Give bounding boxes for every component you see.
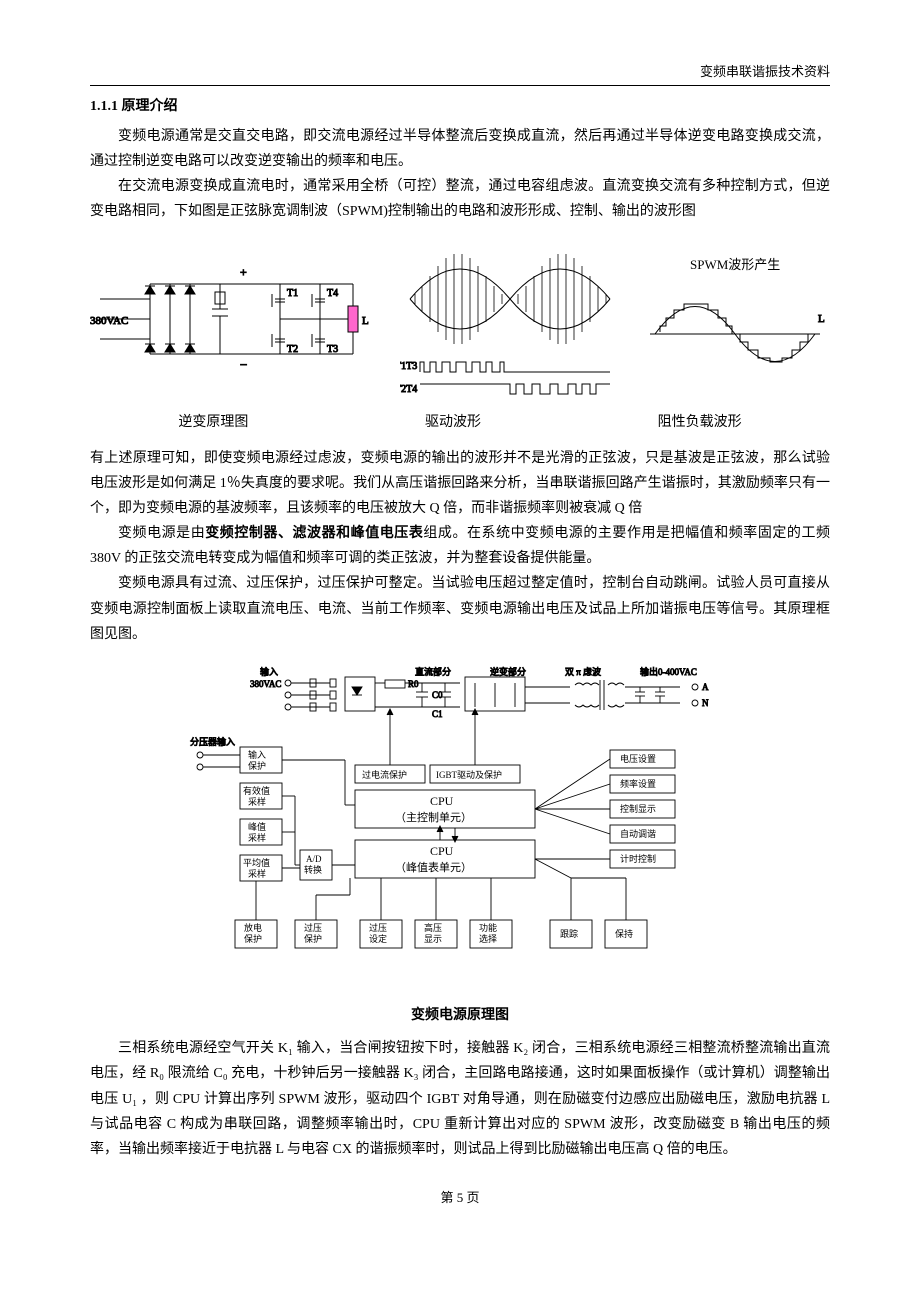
svg-text:CPU: CPU	[430, 794, 454, 808]
svg-text:（主控制单元）: （主控制单元）	[395, 810, 472, 824]
svg-text:过压设定: 过压设定	[369, 922, 387, 944]
svg-text:直流部分: 直流部分	[415, 666, 451, 677]
svg-text:T2: T2	[287, 344, 298, 355]
caption-load: 阻性负载波形	[658, 410, 742, 435]
svg-text:输入保护: 输入保护	[248, 749, 266, 771]
svg-text:L: L	[362, 315, 369, 327]
figure-2-title: 变频电源原理图	[90, 1003, 830, 1028]
page-header: 变频串联谐振技术资料	[90, 60, 830, 86]
svg-text:保持: 保持	[615, 928, 633, 939]
svg-text:A: A	[702, 682, 709, 692]
svg-text:分压器输入: 分压器输入	[190, 736, 235, 747]
spwm-waveform: T1T3 T2T4	[400, 244, 620, 404]
svg-text:计时控制: 计时控制	[620, 853, 656, 864]
svg-text:双 π 虑波: 双 π 虑波	[565, 666, 601, 677]
svg-text:T1T3: T1T3	[400, 361, 417, 372]
para-5: 变频电源具有过流、过压保护，过压保护可整定。当试验电压超过整定值时，控制台自动跳…	[90, 571, 830, 647]
svg-text:C1: C1	[432, 709, 443, 719]
svg-text:T2T4: T2T4	[400, 384, 417, 395]
svg-text:跟踪: 跟踪	[560, 928, 578, 939]
svg-text:IGBT驱动及保护: IGBT驱动及保护	[436, 769, 502, 780]
caption-inverter: 逆变原理图	[178, 410, 248, 435]
para-2: 在交流电源变换成直流电时，通常采用全桥（可控）整流，通过电容组虑波。直流变换交流…	[90, 174, 830, 224]
svg-text:T1: T1	[287, 288, 298, 299]
svg-text:频率设置: 频率设置	[620, 778, 656, 789]
section-title: 1.1.1 原理介绍	[90, 94, 830, 119]
svg-text:+: +	[240, 265, 247, 279]
svg-text:L: L	[818, 313, 825, 325]
svg-text:控制显示: 控制显示	[620, 803, 656, 814]
svg-text:峰值采样: 峰值采样	[248, 821, 266, 843]
page-number: 第 5 页	[440, 1190, 479, 1205]
spwm-label: SPWM波形产生	[690, 257, 780, 272]
svg-text:过电流保护: 过电流保护	[362, 769, 407, 780]
svg-text:R0: R0	[408, 679, 419, 689]
svg-text:−: −	[240, 357, 247, 372]
svg-text:放电保护: 放电保护	[244, 922, 262, 944]
svg-text:（峰值表单元）: （峰值表单元）	[395, 860, 472, 874]
svg-text:T4: T4	[327, 288, 338, 299]
para-3: 有上述原理可知，即使变频电源经过虑波，变频电源的输出的波形并不是光滑的正弦波，只…	[90, 446, 830, 522]
doc-title: 变频串联谐振技术资料	[700, 64, 830, 79]
caption-drive: 驱动波形	[425, 410, 481, 435]
svg-text:平均值采样: 平均值采样	[243, 857, 270, 879]
svg-text:功能选择: 功能选择	[479, 922, 497, 944]
svg-text:电压设置: 电压设置	[620, 753, 656, 764]
svg-text:逆变部分: 逆变部分	[490, 666, 526, 677]
svg-text:C0: C0	[432, 690, 443, 700]
para-1: 变频电源通常是交直交电路，即交流电源经过半导体整流后变换成直流，然后再通过半导体…	[90, 124, 830, 174]
label-380vac: 380VAC	[90, 315, 128, 327]
svg-text:CPU: CPU	[430, 844, 454, 858]
para-4: 变频电源是由变频控制器、滤波器和峰值电压表组成。在系统中变频电源的主要作用是把幅…	[90, 521, 830, 571]
svg-text:输出0-400VAC: 输出0-400VAC	[640, 666, 697, 677]
page-footer: 第 5 页	[90, 1186, 830, 1209]
svg-text:自动调谐: 自动调谐	[620, 828, 656, 839]
svg-text:有效值采样: 有效值采样	[243, 785, 270, 807]
svg-text:N: N	[702, 698, 709, 708]
figure-1: 380VAC + −	[90, 244, 830, 404]
figure-1-captions: 逆变原理图 驱动波形 阻性负载波形	[90, 410, 830, 435]
inverter-schematic: 380VAC + −	[90, 244, 380, 404]
svg-text:输入: 输入	[260, 666, 278, 677]
load-waveform: SPWM波形产生 L	[640, 244, 830, 404]
svg-text:过压保护: 过压保护	[304, 922, 322, 944]
svg-text:高压显示: 高压显示	[424, 922, 442, 944]
block-diagram: 输入 380VAC 直流部分 逆变部分 双 π 虑波 输出0-400VAC R0…	[180, 665, 740, 995]
svg-text:T3: T3	[327, 344, 338, 355]
svg-text:A/D转换: A/D转换	[304, 854, 322, 875]
svg-text:380VAC: 380VAC	[250, 679, 281, 689]
para-6: 三相系统电源经空气开关 K₁ 输入，当合闸按钮按下时，接触器 K₂ 闭合，三相系…	[90, 1036, 830, 1162]
